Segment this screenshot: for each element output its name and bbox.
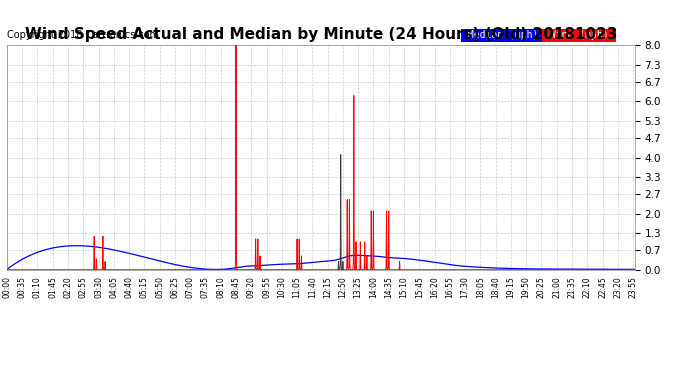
- Text: Median (mph): Median (mph): [462, 30, 544, 40]
- Text: Wind (mph): Wind (mph): [544, 30, 614, 40]
- Title: Wind Speed Actual and Median by Minute (24 Hours) (Old) 20181023: Wind Speed Actual and Median by Minute (…: [25, 27, 617, 42]
- Text: Copyright 2018 Cartronics.com: Copyright 2018 Cartronics.com: [7, 30, 159, 40]
